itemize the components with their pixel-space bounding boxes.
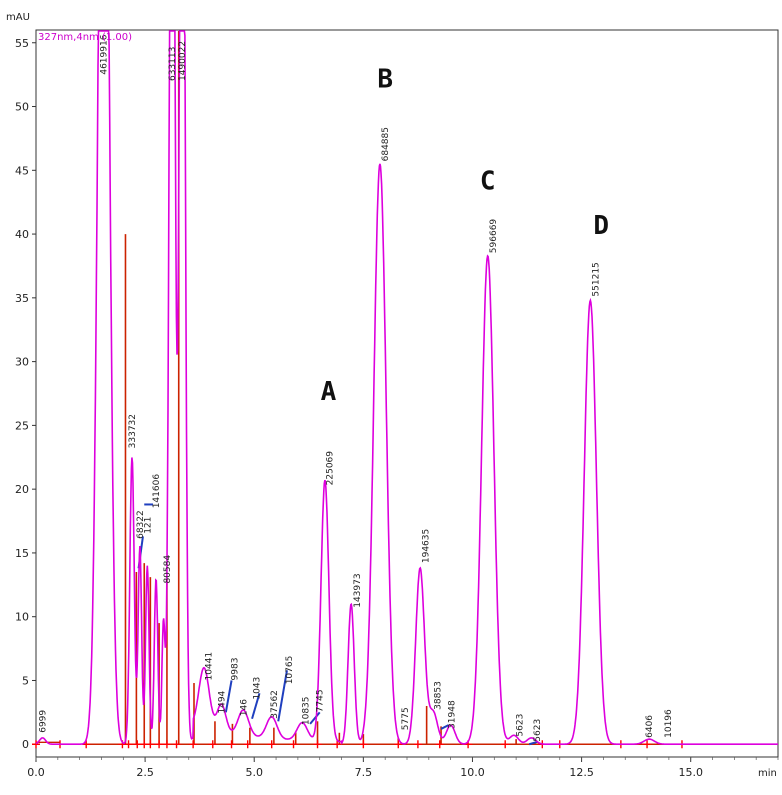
baseline-marker — [146, 740, 155, 749]
y-tick-label: 5 — [22, 674, 29, 687]
baseline-marker — [243, 740, 252, 749]
peak-area-label: 7745 — [316, 689, 326, 712]
peak-area-label: 4619916 — [100, 34, 110, 74]
peak-area-label: 684885 — [381, 127, 391, 161]
peak-area-label: 551215 — [592, 262, 602, 296]
baseline-marker — [227, 740, 236, 749]
tick-layer: 0.0 2.5 5.0 7.5 10.0 12.5 15.0 0 5 10 15 20 25 30 35 40… — [15, 37, 779, 779]
integration-mark — [528, 740, 539, 746]
y-unit-label: mAU — [6, 12, 30, 23]
peak-letter-label: C — [480, 166, 496, 196]
integration-mark — [309, 711, 321, 725]
baseline-marker — [32, 740, 40, 749]
baseline-marker — [435, 740, 444, 749]
baseline-marker — [124, 740, 133, 749]
x-tick-label: 15.0 — [678, 766, 703, 779]
peak-area-label: 633113 — [168, 47, 178, 81]
y-tick-label: 55 — [15, 37, 29, 50]
peak-letter-label: B — [377, 64, 393, 94]
baseline-marker — [333, 740, 342, 749]
plot-area — [35, 29, 779, 758]
integration-mark — [277, 670, 288, 722]
x-unit-label: min — [758, 768, 777, 779]
peak-area-label: 225069 — [325, 451, 335, 486]
integration-mark — [440, 724, 449, 730]
baseline-marker — [643, 740, 652, 749]
peak-letter-label: A — [321, 377, 337, 407]
peak-area-label: 10441 — [204, 652, 214, 681]
peak-area-label: 143973 — [353, 573, 363, 607]
peak-area-label: 80584 — [163, 555, 173, 584]
baseline-marker — [172, 740, 181, 749]
signal-trace — [35, 30, 778, 745]
baseline-marker — [501, 740, 510, 749]
peak-area-label: 141606 — [152, 474, 162, 509]
peak-letter-label: D — [593, 211, 609, 241]
y-tick-label: 15 — [15, 547, 29, 560]
baseline-marker — [394, 740, 403, 749]
y-tick-label: 50 — [15, 101, 29, 114]
peak-area-label: 6406 — [645, 715, 655, 738]
peak-area-label: 68322 — [136, 510, 146, 539]
y-tick-label: 10 — [15, 611, 29, 624]
peak-area-label: 31948 — [448, 700, 458, 729]
peak-area-label: 333732 — [128, 414, 138, 448]
y-tick-label: 20 — [15, 483, 29, 496]
baseline-marker — [267, 740, 276, 749]
x-tick-label: 2.5 — [136, 766, 154, 779]
signal-trace-layer — [35, 30, 778, 745]
integration-mark — [224, 680, 233, 713]
peak-area-label: 194635 — [421, 529, 431, 563]
peak-area-label: 10765 — [285, 656, 295, 685]
peak-area-label: 37562 — [270, 690, 280, 719]
peak-area-label: 1043 — [252, 677, 262, 700]
peak-area-label: 596669 — [489, 219, 499, 254]
peak-area-label: 146 — [239, 699, 249, 716]
y-tick-label: 35 — [15, 292, 29, 305]
peak-area-label: 10196 — [664, 709, 674, 738]
baseline-marker — [208, 740, 217, 749]
baseline-marker — [189, 740, 198, 749]
peak-area-label: 1490022 — [178, 41, 188, 81]
peak-area-label: 1494 — [218, 690, 228, 713]
peak-area-label: 121 — [143, 517, 153, 534]
baseline-marker — [313, 740, 322, 749]
peak-area-label: 5623 — [533, 719, 543, 742]
y-tick-label: 30 — [15, 356, 29, 369]
y-tick-label: 40 — [15, 228, 29, 241]
x-tick-label: 0.0 — [27, 766, 45, 779]
legend-text: 327nm,4nm (1.00) — [38, 32, 132, 43]
x-tick-label: 7.5 — [355, 766, 373, 779]
peak-area-label: 10835 — [302, 696, 312, 725]
baseline-marker — [289, 740, 298, 749]
peak-area-label: 38853 — [434, 681, 444, 710]
baseline-marker — [133, 740, 142, 749]
y-tick-label: 25 — [15, 419, 29, 432]
baseline-marker — [359, 740, 368, 749]
peak-area-label: 5775 — [401, 707, 411, 730]
baseline-marker — [155, 740, 164, 749]
y-tick-label: 0 — [22, 738, 29, 751]
y-tick-label: 45 — [15, 164, 29, 177]
peak-area-label: 5623 — [516, 714, 526, 737]
integration-baseline-layer — [32, 31, 686, 749]
x-tick-label: 5.0 — [245, 766, 263, 779]
peak-area-label: 6999 — [39, 710, 49, 733]
baseline-marker — [413, 740, 422, 749]
integration-mark — [251, 692, 261, 720]
peak-area-label: 9983 — [231, 658, 241, 681]
x-tick-label: 10.0 — [460, 766, 485, 779]
x-tick-label: 12.5 — [569, 766, 594, 779]
baseline-marker — [162, 740, 171, 749]
